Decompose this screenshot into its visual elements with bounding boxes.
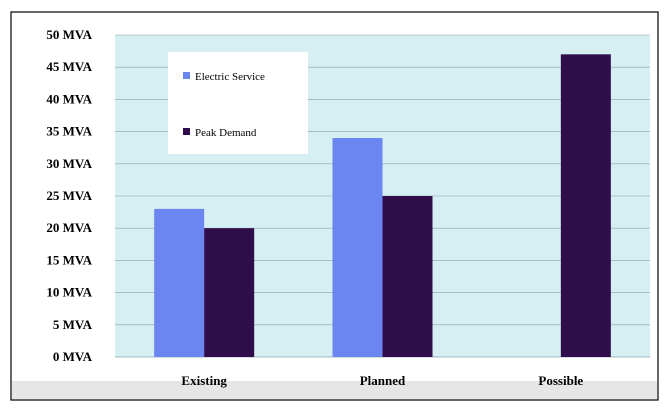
legend: Electric Service Peak Demand bbox=[168, 52, 308, 154]
legend-label-peak-demand: Peak Demand bbox=[195, 127, 257, 139]
footer-band bbox=[12, 381, 657, 399]
y-tick-label: 5 MVA bbox=[53, 317, 93, 332]
bar-peak-demand-possible bbox=[560, 54, 611, 357]
legend-label-electric-service: Electric Service bbox=[195, 71, 265, 83]
y-tick-label: 30 MVA bbox=[46, 156, 92, 171]
y-tick-label: 10 MVA bbox=[46, 285, 92, 300]
legend-swatch-peak-demand bbox=[183, 128, 190, 135]
y-tick-label: 0 MVA bbox=[53, 349, 93, 364]
bar-peak-demand-existing bbox=[204, 228, 255, 357]
bar-electric-service-existing bbox=[154, 208, 205, 357]
y-axis-ticks: 0 MVA 5 MVA 10 MVA 15 MVA 20 MVA 25 MVA 30 MVA… bbox=[46, 27, 92, 364]
x-axis-categories: Existing Planned Possible bbox=[181, 373, 583, 388]
legend-swatch-electric-service bbox=[183, 72, 190, 79]
y-tick-label: 25 MVA bbox=[46, 188, 92, 203]
y-tick-label: 45 MVA bbox=[46, 59, 92, 74]
bar-electric-service-planned bbox=[332, 138, 383, 357]
x-category-label: Possible bbox=[538, 373, 583, 388]
x-category-label: Existing bbox=[181, 373, 227, 388]
y-tick-label: 15 MVA bbox=[46, 252, 92, 267]
y-tick-label: 35 MVA bbox=[46, 124, 92, 139]
legend-box bbox=[168, 52, 308, 154]
y-tick-label: 20 MVA bbox=[46, 220, 92, 235]
y-tick-label: 40 MVA bbox=[46, 91, 92, 106]
bars bbox=[154, 54, 611, 357]
bar-peak-demand-planned bbox=[382, 196, 433, 357]
y-tick-label: 50 MVA bbox=[46, 27, 92, 42]
x-category-label: Planned bbox=[360, 373, 406, 388]
